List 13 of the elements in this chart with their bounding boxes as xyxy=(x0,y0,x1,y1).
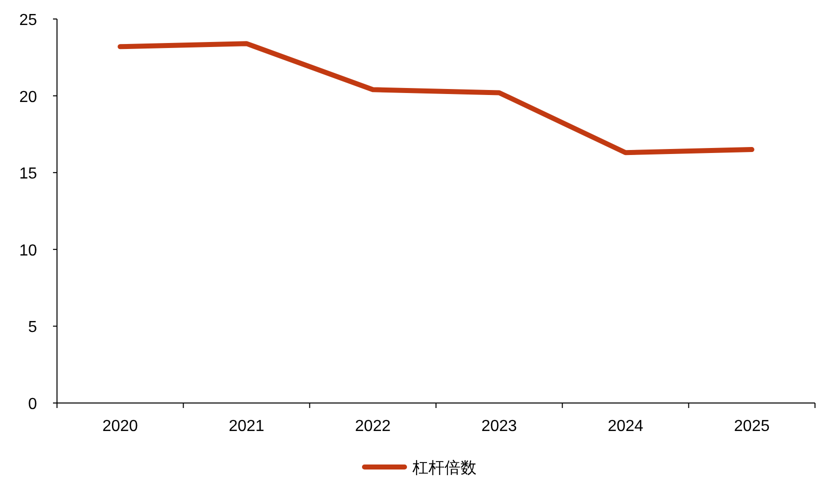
x-tick-label: 2024 xyxy=(608,418,644,435)
x-tick-label: 2021 xyxy=(228,418,264,435)
x-tick-label: 2023 xyxy=(481,418,518,435)
y-tick-label: 5 xyxy=(28,319,38,336)
y-tick-label: 20 xyxy=(19,88,38,106)
y-tick-label: 0 xyxy=(28,396,38,413)
x-tick-label: 2022 xyxy=(355,418,391,435)
legend-label: 杠杆倍数 xyxy=(412,459,476,477)
x-tick-label: 2025 xyxy=(734,418,770,435)
x-tick-label: 2020 xyxy=(102,418,138,435)
y-tick-label: 25 xyxy=(19,12,38,29)
y-tick-label: 15 xyxy=(19,166,38,183)
y-tick-label: 10 xyxy=(19,242,38,260)
